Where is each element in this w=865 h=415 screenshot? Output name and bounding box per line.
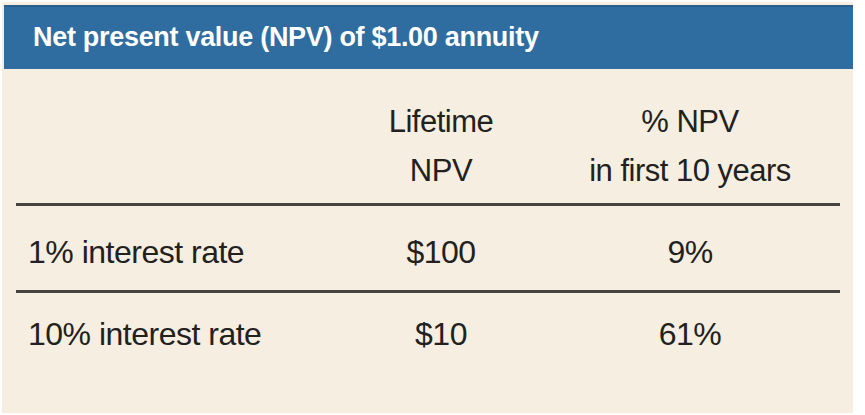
column-header-lifetime-npv: Lifetime NPV: [389, 97, 494, 195]
column-header-line: % NPV: [589, 97, 791, 146]
cell-lifetime-npv: $10: [415, 316, 467, 353]
horizontal-rule-top: [16, 203, 840, 206]
figure: Net present value (NPV) of $1.00 annuity…: [0, 0, 865, 415]
horizontal-rule-middle: [16, 290, 840, 293]
cell-pct-first-10-years: 9%: [667, 234, 712, 271]
cell-pct-first-10-years: 61%: [659, 316, 722, 353]
row-label: 1% interest rate: [28, 234, 244, 271]
table-row: 1% interest rate $100 9%: [0, 234, 865, 276]
figure-title: Net present value (NPV) of $1.00 annuity: [33, 22, 539, 53]
row-label: 10% interest rate: [28, 316, 261, 353]
column-header-pct-npv-first-10-years: % NPV in first 10 years: [589, 97, 791, 195]
column-header-line: in first 10 years: [589, 146, 791, 195]
title-bar: Net present value (NPV) of $1.00 annuity: [4, 5, 853, 69]
cell-lifetime-npv: $100: [406, 234, 475, 271]
column-header-line: Lifetime: [389, 97, 494, 146]
table-row: 10% interest rate $10 61%: [0, 316, 865, 358]
column-header-line: NPV: [389, 146, 494, 195]
